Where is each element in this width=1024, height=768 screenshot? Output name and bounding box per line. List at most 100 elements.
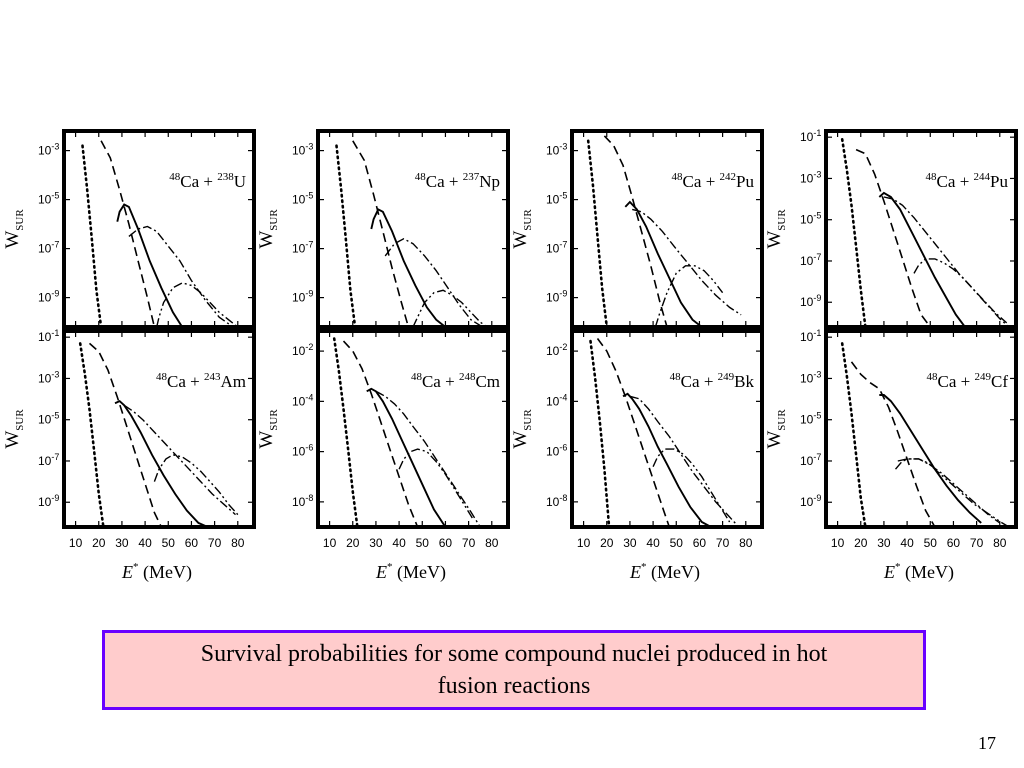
caption-line-1: Survival probabilities for some compound… bbox=[200, 641, 828, 667]
y-axis-label-main: W bbox=[2, 231, 23, 249]
y-tick-base: 10 bbox=[800, 171, 814, 185]
y-tick-label: 10-9 bbox=[38, 493, 59, 509]
y-axis-label-main: W bbox=[256, 231, 277, 249]
x-axis-label-sup: * bbox=[641, 561, 647, 573]
target-mass: 242 bbox=[720, 171, 737, 183]
y-tick-base: 10 bbox=[292, 242, 306, 256]
series-solid bbox=[114, 399, 209, 527]
y-tick-label: 10-7 bbox=[800, 252, 821, 268]
y-tick-exp: -8 bbox=[305, 493, 313, 503]
y-tick-label: 10-9 bbox=[546, 289, 567, 305]
y-tick-exp: -3 bbox=[51, 142, 59, 152]
target-mass: 248 bbox=[459, 371, 476, 383]
y-axis-label-sub: SUR bbox=[268, 409, 280, 431]
y-tick-base: 10 bbox=[546, 193, 560, 207]
series-dash-dot bbox=[123, 404, 236, 516]
x-axis-label-unit: (MeV) bbox=[647, 562, 700, 583]
x-tick-label: 80 bbox=[739, 536, 753, 550]
y-tick-exp: -1 bbox=[813, 128, 821, 138]
series-dashed bbox=[596, 338, 671, 527]
y-tick-exp: -7 bbox=[813, 452, 821, 462]
series-dotted bbox=[81, 144, 103, 327]
y-tick-exp: -5 bbox=[813, 411, 821, 421]
y-tick-exp: -1 bbox=[51, 328, 59, 338]
plus-sign: + bbox=[700, 372, 718, 391]
panel-frame bbox=[570, 329, 764, 529]
target-symbol: Pu bbox=[990, 172, 1008, 191]
panel-frame bbox=[62, 329, 256, 529]
y-tick-label: 10-2 bbox=[292, 342, 313, 358]
plus-sign: + bbox=[186, 372, 204, 391]
page-number: 17 bbox=[978, 733, 996, 753]
panel-ca48-cf249: 10-110-310-510-710-910 20 30 40 50 60 70 8048Ca… bbox=[764, 328, 1018, 583]
series-dotted bbox=[78, 342, 105, 527]
y-axis-label-sub: SUR bbox=[14, 209, 26, 231]
y-axis-label: WSUR bbox=[510, 409, 534, 449]
x-tick-label: 40 bbox=[900, 536, 914, 550]
projectile-mass: 48 bbox=[927, 371, 939, 383]
y-tick-base: 10 bbox=[292, 495, 306, 509]
x-tick-label: 10 bbox=[831, 536, 845, 550]
target-symbol: Bk bbox=[734, 372, 754, 391]
projectile-symbol: Ca bbox=[180, 172, 199, 191]
y-tick-label: 10-5 bbox=[546, 191, 567, 207]
panel-frame bbox=[316, 129, 510, 329]
y-tick-label: 10-3 bbox=[38, 369, 59, 385]
series-dash-dot bbox=[375, 390, 481, 527]
series-dashed bbox=[100, 140, 156, 327]
y-tick-base: 10 bbox=[38, 144, 52, 158]
projectile-mass: 48 bbox=[670, 371, 682, 383]
plus-sign: + bbox=[441, 372, 459, 391]
y-tick-label: 10-3 bbox=[800, 169, 821, 185]
y-tick-base: 10 bbox=[292, 445, 306, 459]
y-tick-label: 10-7 bbox=[292, 240, 313, 256]
series-solid bbox=[116, 203, 184, 327]
y-tick-exp: -5 bbox=[813, 211, 821, 221]
y-tick-label: 10-3 bbox=[800, 369, 821, 385]
y-tick-exp: -5 bbox=[559, 191, 567, 201]
y-tick-label: 10-7 bbox=[38, 240, 59, 256]
y-axis-label-main: W bbox=[764, 431, 785, 449]
y-tick-exp: -1 bbox=[813, 328, 821, 338]
y-tick-exp: -3 bbox=[813, 369, 821, 379]
x-axis-label: E* (MeV) bbox=[121, 561, 192, 583]
target-mass: 237 bbox=[463, 171, 480, 183]
series-dash-dot-dot bbox=[156, 282, 239, 327]
y-tick-label: 10-8 bbox=[292, 493, 313, 509]
x-tick-label: 30 bbox=[115, 536, 129, 550]
y-tick-base: 10 bbox=[546, 495, 560, 509]
y-tick-exp: -9 bbox=[813, 293, 821, 303]
series-dotted bbox=[335, 144, 357, 327]
y-axis-label: WSUR bbox=[764, 209, 788, 249]
y-tick-base: 10 bbox=[38, 193, 52, 207]
y-axis-label-main: W bbox=[764, 231, 785, 249]
y-tick-label: 10-2 bbox=[546, 342, 567, 358]
y-tick-exp: -2 bbox=[305, 342, 313, 352]
y-tick-exp: -9 bbox=[813, 493, 821, 503]
target-mass: 243 bbox=[204, 371, 221, 383]
y-tick-label: 10-3 bbox=[546, 142, 567, 158]
y-axis-label-main: W bbox=[510, 431, 531, 449]
projectile-mass: 48 bbox=[156, 371, 168, 383]
y-tick-exp: -6 bbox=[305, 443, 313, 453]
x-tick-label: 20 bbox=[92, 536, 106, 550]
y-axis-label: WSUR bbox=[256, 409, 280, 449]
y-tick-base: 10 bbox=[800, 454, 814, 468]
x-tick-label: 60 bbox=[439, 536, 453, 550]
x-tick-label: 40 bbox=[646, 536, 660, 550]
y-tick-label: 10-5 bbox=[38, 191, 59, 207]
x-tick-label: 80 bbox=[231, 536, 245, 550]
reaction-label: 48Ca + 243Am bbox=[156, 371, 246, 391]
series-dash-dot bbox=[384, 238, 483, 327]
series-solid bbox=[878, 191, 966, 327]
y-axis-label: WSUR bbox=[256, 209, 280, 249]
plus-sign: + bbox=[701, 172, 719, 191]
panel-frame bbox=[62, 129, 256, 329]
y-axis-label-sub: SUR bbox=[522, 409, 534, 431]
y-tick-exp: -3 bbox=[559, 142, 567, 152]
y-axis-label-main: W bbox=[256, 431, 277, 449]
y-tick-exp: -9 bbox=[559, 289, 567, 299]
